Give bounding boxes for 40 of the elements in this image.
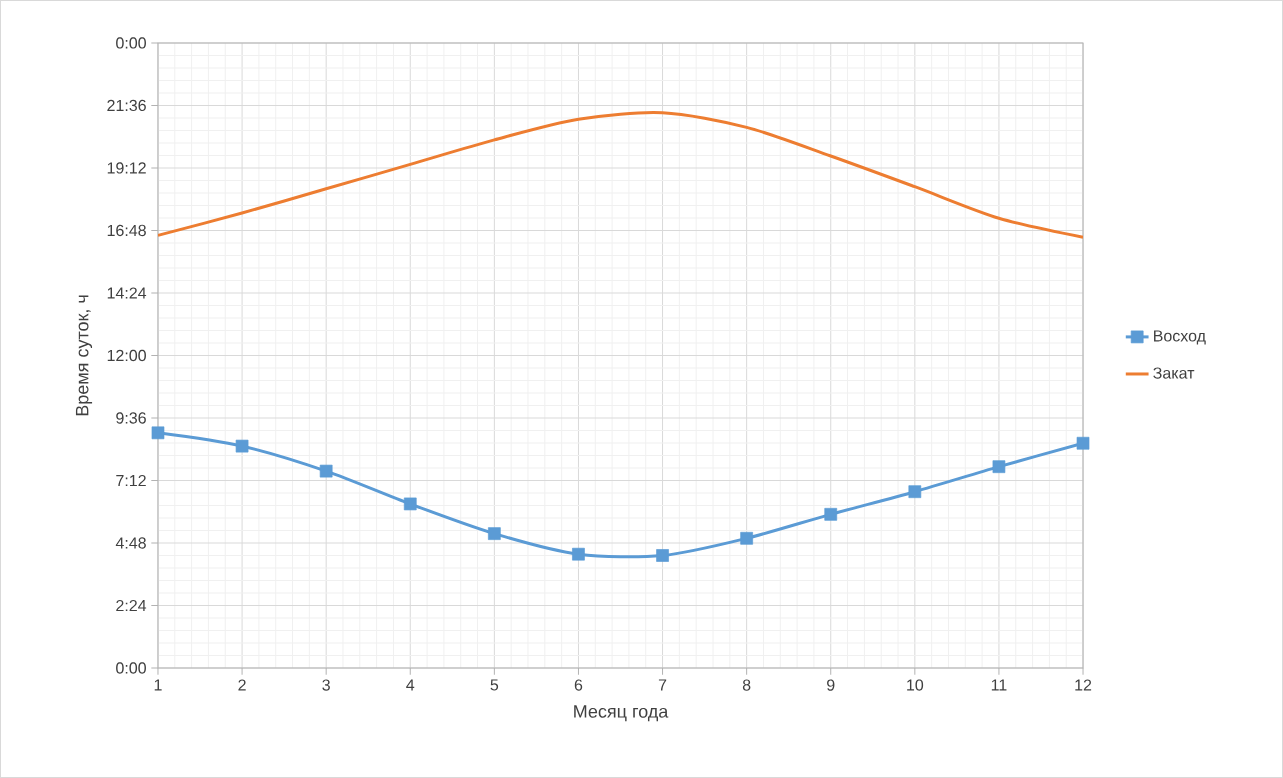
point <box>656 549 669 562</box>
y-tick-label: 12:00 <box>107 349 146 362</box>
x-tick-label: 2 <box>238 679 246 691</box>
point <box>992 460 1006 474</box>
y-tick-label: 21:36 <box>107 99 146 112</box>
y-tick-label: 4:48 <box>115 537 146 549</box>
point <box>1076 436 1090 450</box>
point <box>908 485 922 499</box>
point <box>235 439 249 453</box>
point <box>319 464 333 478</box>
x-tick-label: 8 <box>742 679 751 691</box>
y-tick-label: 7:12 <box>116 474 146 487</box>
y-axis-title: Время суток, ч <box>75 295 93 416</box>
x-tick-label: 5 <box>490 679 499 691</box>
x-axis-title: Месяц года <box>574 705 669 722</box>
legend-label: Восход <box>1154 330 1206 345</box>
y-tick-label: 2:24 <box>116 599 147 612</box>
x-tick-label: 6 <box>574 679 583 691</box>
point <box>572 547 585 561</box>
y-tick-label: 0:00 <box>116 662 146 674</box>
point <box>740 531 753 545</box>
x-tick-label: 7 <box>658 679 667 691</box>
x-tick-label: 12 <box>1075 679 1092 691</box>
point <box>403 497 417 511</box>
y-tick-label: 14:24 <box>107 287 147 299</box>
legend-label: Закат <box>1153 367 1195 379</box>
x-tick-label: 9 <box>827 679 835 691</box>
line-series <box>157 111 1084 239</box>
x-tick-label: 11 <box>991 679 1007 691</box>
x-tick-label: 1 <box>154 679 162 691</box>
y-tick-label: 9:36 <box>116 412 146 424</box>
point <box>151 426 165 440</box>
y-tick-label: 0:00 <box>116 37 146 49</box>
x-tick-label: 4 <box>406 679 415 691</box>
point <box>488 527 501 540</box>
x-tick-label: 3 <box>322 679 330 691</box>
point <box>824 508 838 521</box>
y-tick-label: 16:48 <box>107 224 146 237</box>
x-tick-label: 10 <box>907 679 924 691</box>
y-tick-label: 19:12 <box>107 162 146 174</box>
